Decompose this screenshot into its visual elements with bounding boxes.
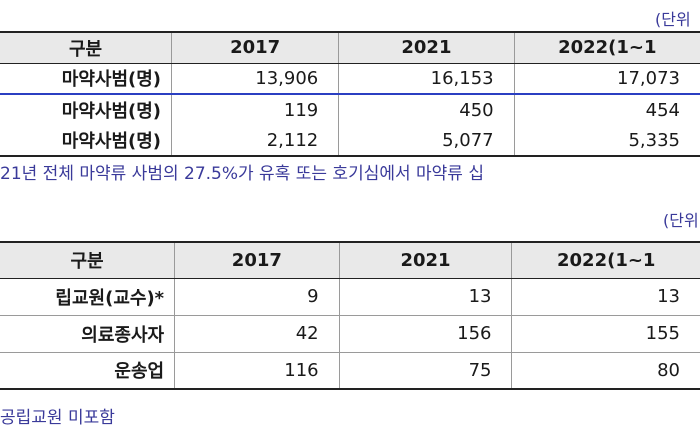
table-note-2: 공립교원 미포함 xyxy=(0,408,115,428)
unit-label-1: (단위 xyxy=(655,10,691,29)
table-row: 립교원(교수)* 9 13 13 xyxy=(0,278,700,316)
header-2022: 2022(1~1 xyxy=(514,31,700,64)
table-note-1: 21년 전체 마약류 사범의 27.5%가 유혹 또는 호기심에서 마약류 십 xyxy=(0,164,484,184)
cell-2021: 13 xyxy=(339,278,513,316)
cell-2022: 13 xyxy=(511,278,700,316)
cell-2017: 2,112 xyxy=(171,125,340,157)
row-label: 의료종사자 xyxy=(0,315,176,353)
table-row: 마약사범(명) 2,112 5,077 5,335 xyxy=(0,125,700,157)
row-label: 립교원(교수)* xyxy=(0,278,176,316)
table-row: 의료종사자 42 156 155 xyxy=(0,315,700,353)
table-row: 운송업 116 75 80 xyxy=(0,352,700,390)
unit-label-2: (단위 xyxy=(663,211,699,230)
table-header-row: 구분 2017 2021 2022(1~1 xyxy=(0,241,700,279)
header-2017: 2017 xyxy=(171,31,340,64)
cell-2021: 450 xyxy=(338,94,515,125)
table-header-row: 구분 2017 2021 2022(1~1 xyxy=(0,31,700,64)
cell-2021: 156 xyxy=(339,315,513,353)
cell-2022: 155 xyxy=(511,315,700,353)
row-label: 운송업 xyxy=(0,352,176,390)
cell-2022: 454 xyxy=(645,99,680,121)
header-category: 구분 xyxy=(0,31,173,64)
row-label: 마약사범(명) xyxy=(0,125,173,157)
row-label: 마약사범(명) xyxy=(0,63,173,95)
cell-2022: 80 xyxy=(511,352,700,390)
cell-2021: 75 xyxy=(339,352,513,390)
drug-offender-table: 구분 2017 2021 2022(1~1 마약사범(명) 13,906 16,… xyxy=(0,31,700,157)
table-row: 마약사범(명) 13,906 16,153 17,073 xyxy=(0,63,700,95)
header-2021: 2021 xyxy=(338,31,515,64)
cell-2017: 119 xyxy=(171,94,340,125)
cell-2021: 5,077 xyxy=(338,125,515,157)
header-2022: 2022(1~1 xyxy=(511,241,700,279)
cell-2022: 17,073 xyxy=(514,63,700,95)
cell-2017: 9 xyxy=(174,278,340,316)
cell-2017: 42 xyxy=(174,315,340,353)
cell-2017: 13,906 xyxy=(171,63,340,95)
table-row: 마약사범(명) 119 450 454 xyxy=(0,94,700,125)
cell-2022: 5,335 xyxy=(514,125,700,157)
header-2017: 2017 xyxy=(174,241,340,279)
row-label: 마약사범(명) xyxy=(0,94,173,125)
cell-2017: 116 xyxy=(174,352,340,390)
occupation-table: 구분 2017 2021 2022(1~1 립교원(교수)* 9 13 13 의… xyxy=(0,241,700,390)
header-2021: 2021 xyxy=(339,241,513,279)
header-category: 구분 xyxy=(0,241,176,279)
cell-2021: 16,153 xyxy=(338,63,515,95)
